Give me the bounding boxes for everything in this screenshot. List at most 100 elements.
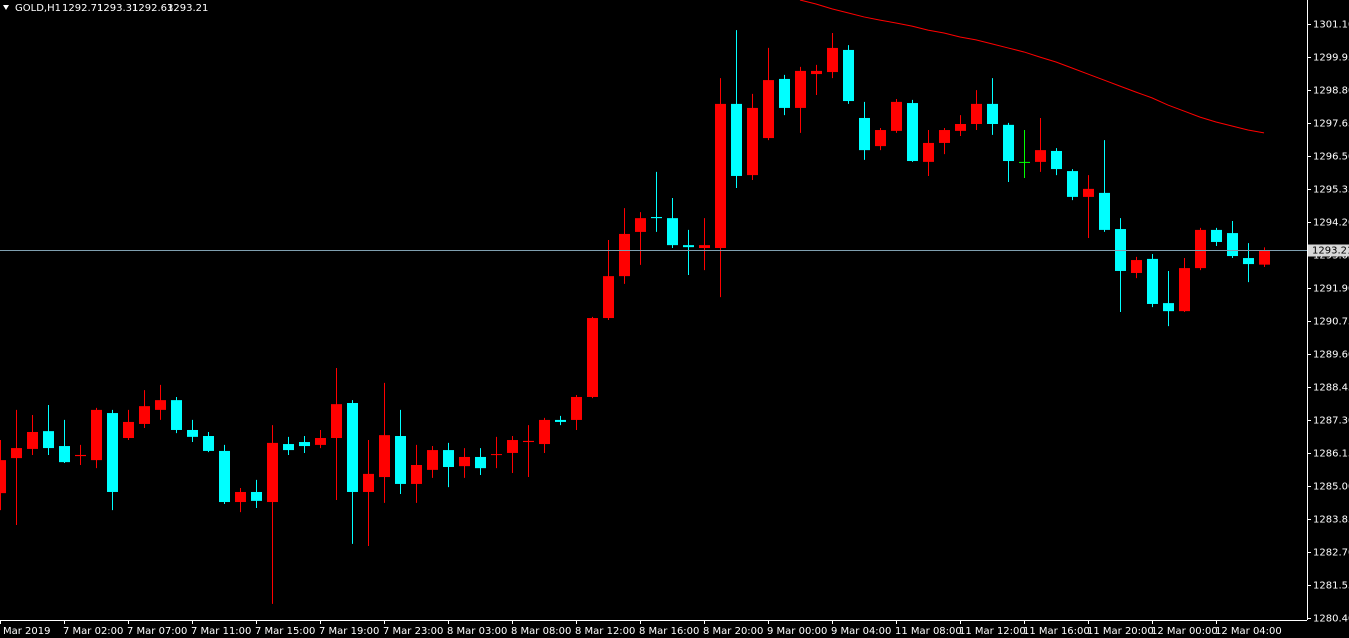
candle-body: [667, 218, 678, 246]
candle-body: [619, 233, 630, 277]
candle-body: [0, 460, 6, 494]
y-tick-label: 1301.10: [1313, 20, 1349, 31]
candle-body: [379, 435, 390, 478]
candle-body: [1211, 229, 1222, 242]
candle-body: [283, 444, 294, 451]
candle-body: [507, 440, 518, 453]
candle-body: [27, 431, 38, 449]
x-tick-label: 7 Mar 11:00: [191, 626, 251, 637]
candle-body: [811, 70, 822, 75]
x-tick-label: Mar 2019: [3, 626, 51, 637]
candle-body: [1003, 124, 1014, 162]
candle-body: [1179, 268, 1190, 312]
x-tick-label: 11 Mar 08:00: [895, 626, 962, 637]
candle-body: [235, 491, 246, 503]
candle-body: [411, 465, 422, 484]
y-tick-label: 1296.50: [1313, 152, 1349, 163]
candle-body: [683, 245, 694, 248]
candle-body: [1259, 250, 1270, 265]
y-tick-label: 1294.20: [1313, 218, 1349, 229]
candle-body: [267, 442, 278, 503]
candle-body: [91, 409, 102, 461]
candle-body: [907, 103, 918, 162]
candle-body: [939, 130, 950, 143]
candle-body: [699, 245, 710, 248]
candle-body: [971, 103, 982, 124]
x-tick-label: 8 Mar 12:00: [575, 626, 635, 637]
y-tick-label: 1295.35: [1313, 185, 1349, 196]
candle-body: [59, 446, 70, 463]
y-tick-label: 1283.85: [1313, 515, 1349, 526]
candle-body: [795, 70, 806, 108]
candle-body: [571, 396, 582, 420]
candle-body: [1051, 150, 1062, 170]
candle-body: [155, 400, 166, 410]
x-tick-label: 8 Mar 03:00: [447, 626, 507, 637]
candle-body: [955, 124, 966, 131]
candle-body: [1163, 303, 1174, 312]
candle-body: [827, 47, 838, 73]
candle-body: [715, 103, 726, 248]
candle-body: [171, 400, 182, 430]
candle-body: [347, 403, 358, 492]
y-tick-label: 1289.60: [1313, 350, 1349, 361]
candle-body: [587, 318, 598, 397]
candle-body: [1099, 192, 1110, 230]
candle-body: [395, 436, 406, 484]
header-close: 1293.21: [167, 3, 208, 14]
candle-body: [859, 117, 870, 151]
y-tick-label: 1290.75: [1313, 317, 1349, 328]
candle-body: [1035, 150, 1046, 162]
candle-body: [139, 406, 150, 424]
x-tick-label: 7 Mar 19:00: [319, 626, 379, 637]
y-tick-label: 1286.15: [1313, 449, 1349, 460]
x-tick-label: 11 Mar 16:00: [1023, 626, 1090, 637]
x-tick-label: 7 Mar 07:00: [127, 626, 187, 637]
header-low: 1292.63: [132, 3, 173, 14]
candle-body: [475, 456, 486, 469]
candle-body: [187, 429, 198, 437]
candle-body: [875, 130, 886, 147]
candle-body: [1131, 260, 1142, 273]
candle-body: [299, 442, 310, 447]
candle-body: [987, 103, 998, 124]
y-tick-label: 1287.30: [1313, 416, 1349, 427]
x-tick-label: 9 Mar 04:00: [831, 626, 891, 637]
y-tick-label: 1288.45: [1313, 383, 1349, 394]
x-tick-label: 11 Mar 20:00: [1087, 626, 1154, 637]
x-tick-label: 9 Mar 00:00: [767, 626, 827, 637]
y-tick-label: 1282.70: [1313, 548, 1349, 559]
candle-body: [651, 217, 662, 219]
candle-body: [491, 454, 502, 456]
symbol-title: GOLD,H1: [15, 3, 61, 14]
header-high: 1293.31: [97, 3, 138, 14]
x-tick-label: 8 Mar 20:00: [703, 626, 763, 637]
candle-body: [443, 450, 454, 468]
x-tick-label: 7 Mar 15:00: [255, 626, 315, 637]
candle-body: [635, 218, 646, 232]
candle-body: [11, 448, 22, 459]
y-tick-label: 1297.65: [1313, 119, 1349, 130]
candle-body: [763, 80, 774, 139]
x-tick-label: 12 Mar 00:00: [1151, 626, 1218, 637]
header-open: 1292.71: [62, 3, 103, 14]
candle-body: [1067, 171, 1078, 197]
x-tick-label: 8 Mar 16:00: [639, 626, 699, 637]
candle-body: [779, 78, 790, 108]
price-label: 1293.21: [1312, 246, 1349, 257]
candle-body: [843, 49, 854, 102]
candle-body: [603, 276, 614, 319]
candle-body: [891, 101, 902, 131]
menu-icon[interactable]: [3, 5, 9, 10]
candle-body: [459, 456, 470, 467]
candle-body: [1243, 258, 1254, 265]
candle-body: [203, 436, 214, 451]
candle-body: [219, 450, 230, 503]
candle-body: [363, 473, 374, 492]
y-tick-label: 1299.95: [1313, 53, 1349, 64]
moving-average: [799, 0, 1265, 134]
y-tick-label: 1280.40: [1313, 614, 1349, 625]
x-tick-label: 8 Mar 08:00: [511, 626, 571, 637]
